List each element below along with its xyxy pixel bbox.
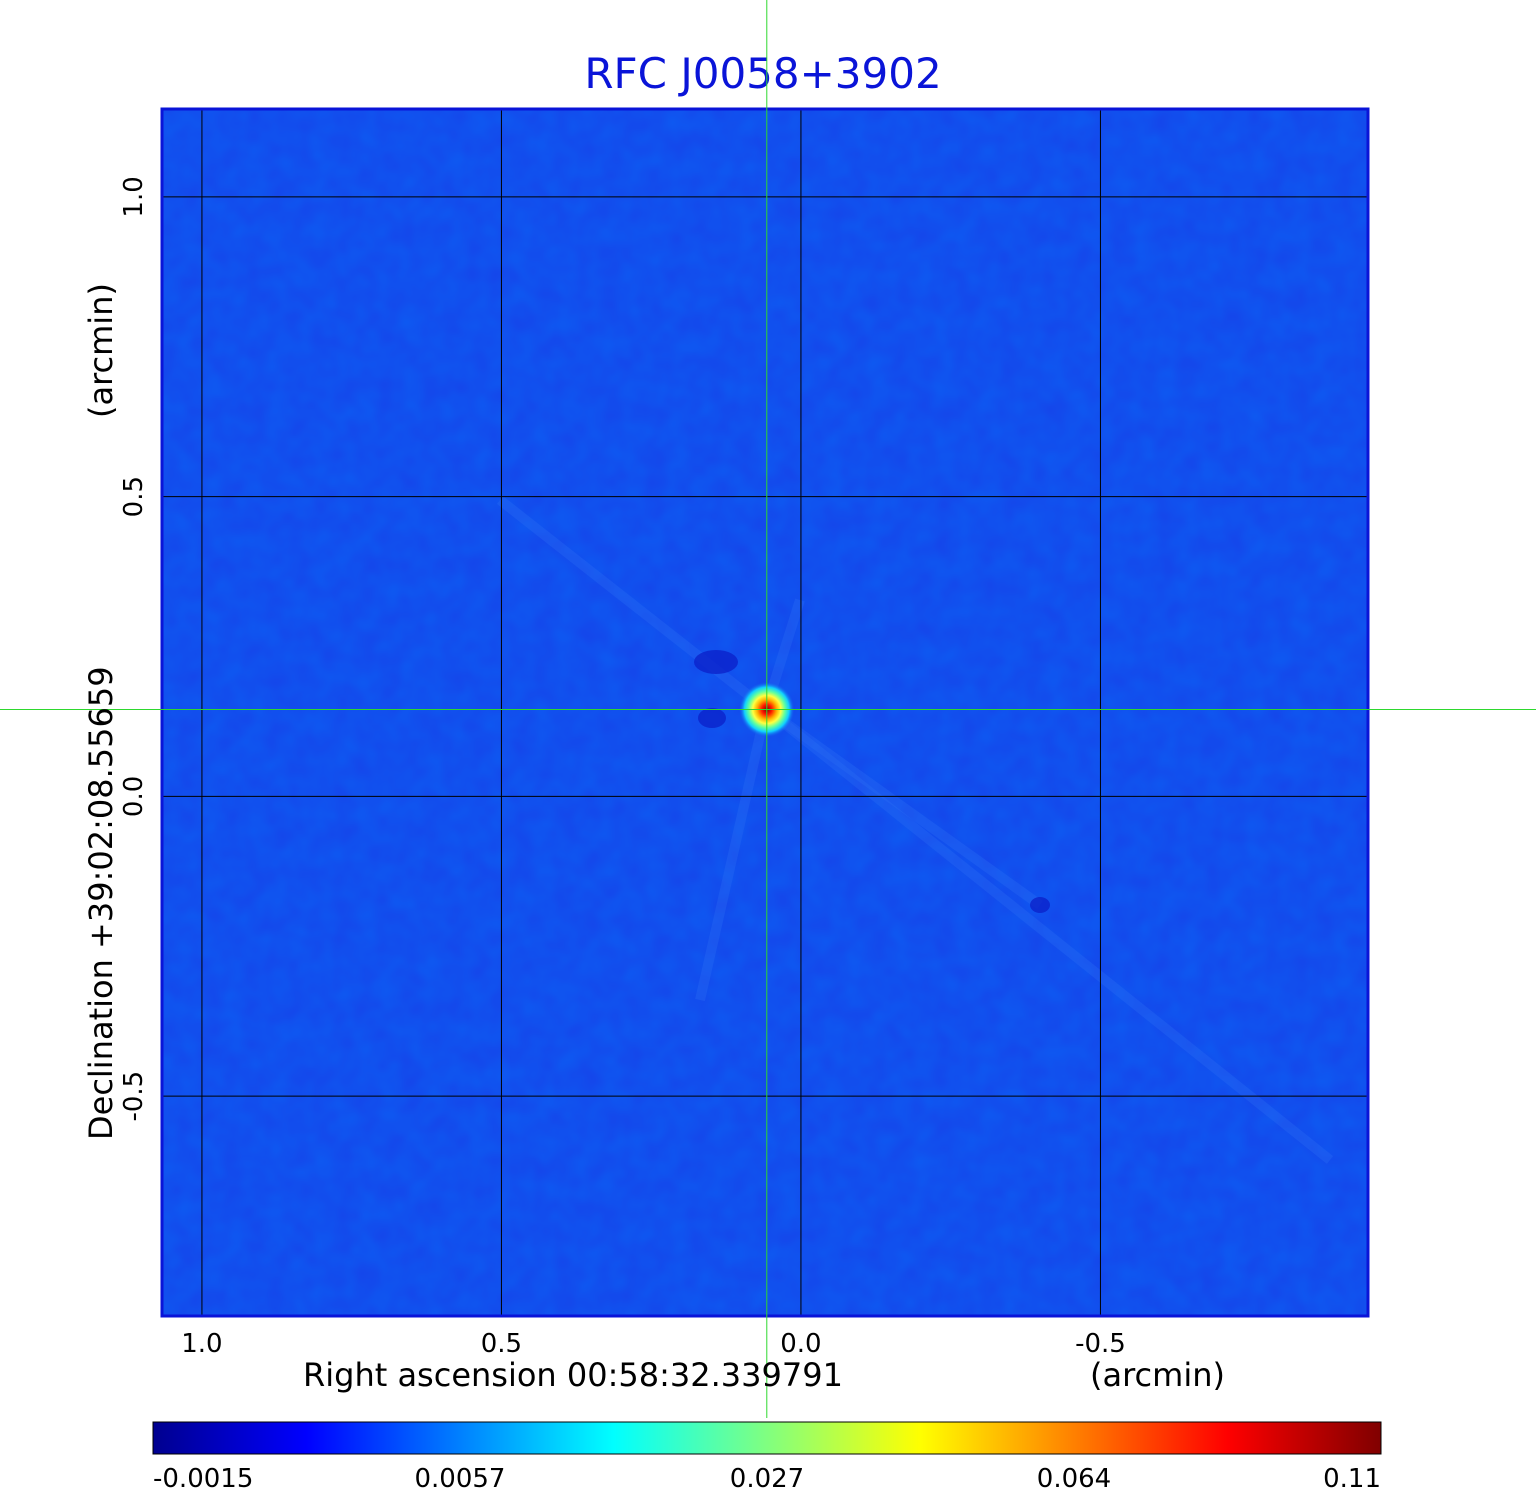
streak	[496, 496, 770, 713]
image-panel	[160, 107, 1370, 1318]
y-tick-label: 1.0	[119, 176, 149, 217]
image-frame	[160, 107, 1370, 1318]
x-axis-label: Right ascension 00:58:32.339791	[303, 1356, 843, 1394]
x-tick-label: 0.0	[780, 1329, 821, 1359]
colorbar: -0.0015 0.0057 0.027 0.064 0.11	[152, 1421, 1382, 1494]
streak	[695, 707, 771, 1002]
y-axis-label: Declination +39:02:08.55659	[82, 666, 120, 1140]
dip	[694, 650, 738, 674]
streak	[763, 704, 1043, 910]
x-tick-label: -0.5	[1075, 1329, 1126, 1359]
colorbar-tick-label: 0.027	[730, 1464, 804, 1494]
dip	[698, 708, 726, 728]
crosshair	[0, 0, 1536, 1418]
colorbar-tick-labels: -0.0015 0.0057 0.027 0.064 0.11	[153, 1464, 1381, 1494]
colorbar-tick-label: 0.0057	[415, 1464, 506, 1494]
grid-lines	[163, 110, 1367, 1315]
streak	[762, 705, 1334, 1164]
y-tick-label: 0.5	[119, 476, 149, 517]
colorbar-tick-label: -0.0015	[153, 1464, 253, 1494]
negative-dips	[694, 650, 1050, 913]
y-tick-label: 0.0	[119, 776, 149, 817]
x-tick-label: 0.5	[481, 1329, 522, 1359]
y-axis-unit: (arcmin)	[82, 283, 120, 418]
colorbar-gradient	[152, 1421, 1382, 1455]
x-axis-unit: (arcmin)	[1090, 1356, 1225, 1394]
y-tick-label: -0.5	[119, 1071, 149, 1122]
dip	[1030, 897, 1050, 913]
x-tick-label: 1.0	[181, 1329, 222, 1359]
colorbar-tick-label: 0.064	[1037, 1464, 1111, 1494]
x-tick-labels: 1.0 0.5 0.0 -0.5	[181, 1329, 1126, 1359]
colorbar-tick-label: 0.11	[1323, 1464, 1381, 1494]
y-tick-labels: 1.0 0.5 0.0 -0.5	[119, 176, 149, 1121]
chart-title: RFC J0058+3902	[584, 49, 941, 98]
